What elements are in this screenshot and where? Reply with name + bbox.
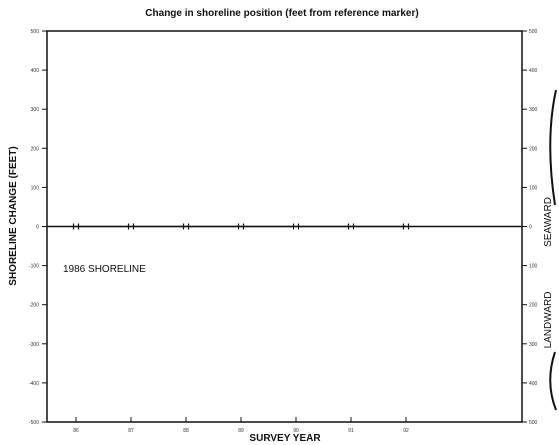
landward-label: LANDWARD xyxy=(543,292,554,349)
x-tick-label: 87 xyxy=(128,428,134,434)
y-right-tick-label: 200 xyxy=(529,303,538,309)
y-left-tick-label: 500 xyxy=(31,29,40,35)
x-tick-label: 90 xyxy=(293,428,299,434)
chart-title: Change in shoreline position (feet from … xyxy=(145,8,418,19)
y-left-tick-label: -200 xyxy=(29,303,39,309)
y-right-tick-label: 300 xyxy=(529,107,538,113)
y-left-tick-label: -500 xyxy=(29,420,39,426)
y-right-tick-label: 200 xyxy=(529,146,538,152)
y-right-tick-label: 500 xyxy=(529,29,538,35)
y-left-tick-label: -400 xyxy=(29,381,39,387)
y-right-tick-label: 100 xyxy=(529,185,538,191)
y-left-tick-label: 0 xyxy=(36,225,39,231)
y-left-tick-label: 200 xyxy=(31,146,40,152)
series-point xyxy=(402,223,410,230)
y-right-ticks: 500 400 300 200 100 0 100 200 300 400 500 xyxy=(522,29,538,426)
y-right-tick-label: 400 xyxy=(529,68,538,74)
y-left-tick-label: -100 xyxy=(29,264,39,270)
y-axis-label: SHORELINE CHANGE (FEET) xyxy=(8,146,19,285)
x-tick-label: 92 xyxy=(403,428,409,434)
reference-shoreline-label: 1986 SHORELINE xyxy=(63,264,146,275)
x-tick-label: 86 xyxy=(73,428,79,434)
y-left-tick-label: 400 xyxy=(31,68,40,74)
y-right-tick-label: 100 xyxy=(529,264,538,270)
y-left-ticks: 500 400 300 200 100 0 -100 -200 -300 -400 -500 xyxy=(29,29,47,426)
series-point xyxy=(127,223,135,230)
y-right-tick-label: 500 xyxy=(529,420,538,426)
y-left-tick-label: -300 xyxy=(29,342,39,348)
seaward-arrow-icon xyxy=(549,89,557,206)
y-left-tick-label: 300 xyxy=(31,107,40,113)
y-right-tick-label: 300 xyxy=(529,342,538,348)
x-axis-label: SURVEY YEAR xyxy=(249,433,321,444)
y-right-tick-label: 0 xyxy=(529,225,532,231)
y-right-tick-label: 400 xyxy=(529,381,538,387)
series-point xyxy=(347,223,355,230)
series-point xyxy=(72,223,80,230)
x-tick-label: 91 xyxy=(348,428,354,434)
y-left-tick-label: 100 xyxy=(31,185,40,191)
series-layer xyxy=(47,223,522,230)
x-tick-label: 89 xyxy=(238,428,244,434)
x-tick-label: 88 xyxy=(183,428,189,434)
x-ticks: 86 87 88 89 90 91 92 xyxy=(73,417,409,434)
series-point xyxy=(292,223,300,230)
landward-arrow-icon xyxy=(549,351,557,411)
series-point xyxy=(237,223,245,230)
series-point xyxy=(182,223,190,230)
seaward-label: SEAWARD xyxy=(543,197,554,247)
